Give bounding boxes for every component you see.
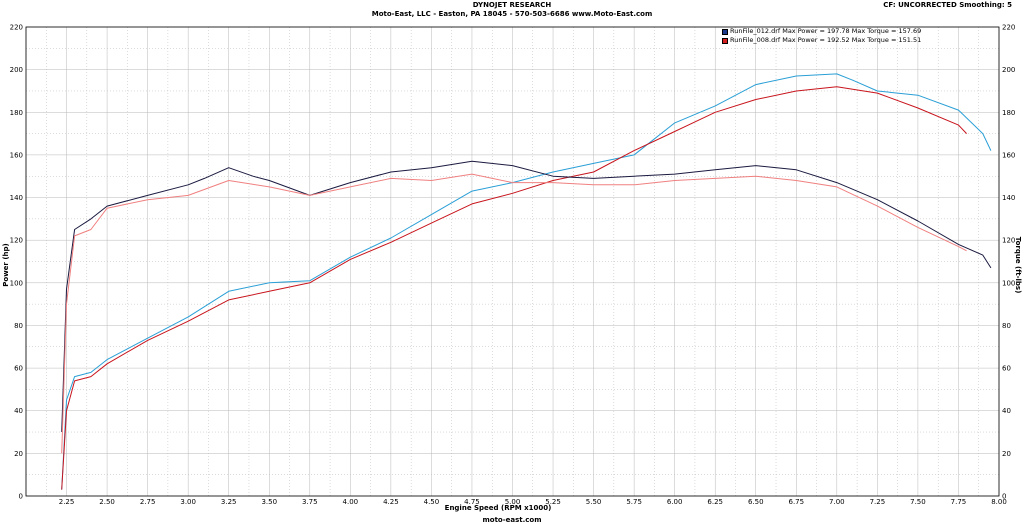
x-tick-label: 3.25 [221, 498, 237, 506]
footer-url: moto-east.com [482, 516, 542, 524]
y-tick-label-right: 140 [1002, 194, 1015, 202]
series-line-run008-power [61, 86, 967, 490]
y-tick-label-left: 100 [10, 279, 23, 287]
y-tick-label-right: 0 [1002, 493, 1006, 501]
x-tick-label: 5.25 [545, 498, 561, 506]
legend-swatch-run008 [722, 37, 728, 44]
x-tick-label: 3.00 [180, 498, 196, 506]
y-tick-label-left: 40 [14, 407, 23, 415]
legend: RunFile_012.drf Max Power = 197.78 Max T… [722, 27, 921, 45]
x-tick-label: 7.50 [910, 498, 926, 506]
x-tick-label: 2.50 [99, 498, 115, 506]
y-axis-right-label: Torque (ft-lbs) [1014, 237, 1022, 294]
y-tick-label-right: 220 [1002, 24, 1015, 32]
y-tick-label-left: 60 [14, 365, 23, 373]
x-tick-label: 6.75 [788, 498, 804, 506]
correction-info: CF: UNCORRECTED Smoothing: 5 [883, 1, 1012, 9]
x-tick-label: 2.75 [140, 498, 156, 506]
y-tick-label-left: 120 [10, 237, 23, 245]
chart-subtitle: Moto-East, LLC - Easton, PA 18045 - 570-… [371, 10, 653, 18]
x-tick-label: 5.75 [626, 498, 642, 506]
y-tick-label-right: 120 [1002, 237, 1015, 245]
y-tick-label-left: 80 [14, 322, 23, 330]
x-tick-label: 5.00 [505, 498, 521, 506]
legend-item-run008: RunFile_008.drf Max Power = 192.52 Max T… [722, 36, 921, 45]
x-tick-label: 4.75 [464, 498, 480, 506]
x-tick-label: 2.25 [59, 498, 75, 506]
x-tick-label: 3.75 [302, 498, 318, 506]
y-tick-label-right: 160 [1002, 151, 1015, 159]
x-tick-label: 6.50 [748, 498, 764, 506]
legend-text-run008: RunFile_008.drf Max Power = 192.52 Max T… [730, 36, 922, 44]
x-axis-label: Engine Speed (RPM x1000) [445, 504, 552, 512]
y-tick-label-right: 60 [1002, 365, 1011, 373]
y-tick-label-right: 200 [1002, 66, 1015, 74]
series-line-run012-torque [61, 160, 992, 433]
y-tick-label-left: 140 [10, 194, 23, 202]
x-tick-label: 7.25 [870, 498, 886, 506]
y-tick-label-left: 160 [10, 151, 23, 159]
legend-text-run012: RunFile_012.drf Max Power = 197.78 Max T… [730, 27, 922, 35]
y-tick-label-right: 40 [1002, 407, 1011, 415]
y-tick-label-left: 200 [10, 66, 23, 74]
y-axis-right-ticks: 0 20 40 60 80 100 120 140 160 180 200 220 [1002, 24, 1015, 501]
x-tick-label: 5.50 [586, 498, 602, 506]
x-tick-label: 4.25 [383, 498, 399, 506]
x-tick-label: 6.25 [707, 498, 723, 506]
x-tick-label: 4.00 [343, 498, 359, 506]
y-tick-label-left: 220 [10, 24, 23, 32]
grid-lines [25, 26, 1000, 497]
x-tick-label: 3.50 [261, 498, 277, 506]
x-tick-label: 7.75 [951, 498, 967, 506]
series-line-run008-torque [61, 173, 967, 454]
x-tick-label: 8.00 [991, 498, 1007, 506]
y-axis-left-label: Power (hp) [2, 243, 10, 286]
x-tick-label: 6.00 [667, 498, 683, 506]
legend-item-run012: RunFile_012.drf Max Power = 197.78 Max T… [722, 27, 921, 36]
legend-swatch-run012 [722, 28, 728, 35]
y-tick-label-right: 20 [1002, 450, 1011, 458]
chart-title: DYNOJET RESEARCH [472, 1, 552, 9]
y-tick-label-left: 0 [19, 493, 23, 501]
x-tick-label: 7.00 [829, 498, 845, 506]
series-line-run012-power [61, 73, 992, 490]
y-tick-label-left: 180 [10, 109, 23, 117]
plot-frame [25, 26, 1000, 497]
y-tick-label-left: 20 [14, 450, 23, 458]
y-axis-left-ticks: 0 20 40 60 80 100 120 140 160 180 200 220 [10, 24, 23, 501]
y-tick-label-right: 80 [1002, 322, 1011, 330]
y-tick-label-right: 180 [1002, 109, 1015, 117]
y-tick-label-right: 100 [1002, 279, 1015, 287]
series-lines [61, 73, 992, 490]
x-tick-label: 4.50 [424, 498, 440, 506]
x-axis-ticks: 2.25 2.50 2.75 3.00 3.25 3.50 3.75 4.00 4.25 4.50… [59, 498, 1007, 506]
